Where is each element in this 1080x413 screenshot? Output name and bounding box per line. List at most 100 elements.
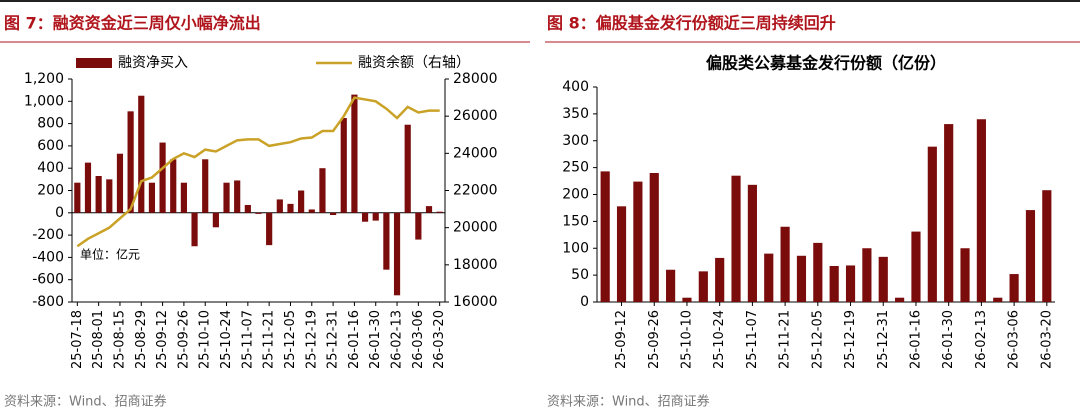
bar [298, 190, 305, 213]
bar [319, 168, 326, 213]
bar [276, 199, 283, 213]
bar [911, 231, 921, 302]
bar [202, 159, 209, 213]
y2-tick-label: 18000 [453, 257, 498, 273]
x-tick-label: 25-09-26 [176, 310, 191, 369]
y-tick-label: 800 [37, 116, 64, 132]
x-tick-label: 25-12-05 [810, 310, 825, 369]
bar [383, 212, 390, 270]
bar [436, 211, 443, 213]
bar [895, 297, 905, 302]
bar [845, 265, 856, 302]
x-tick-label: 25-12-31 [326, 310, 341, 369]
x-tick-label: 25-08-15 [112, 310, 127, 369]
bar [340, 118, 347, 213]
bar [308, 209, 315, 213]
bar [106, 179, 113, 213]
bar [698, 271, 708, 302]
legend-swatch [76, 58, 112, 68]
bar [223, 182, 230, 213]
bar [255, 212, 262, 214]
line [76, 96, 440, 248]
bar [404, 124, 411, 213]
bar [84, 162, 92, 213]
bar [127, 111, 134, 213]
bar [649, 173, 659, 302]
x-tick-label: 25-09-26 [647, 310, 662, 369]
bar [425, 206, 433, 213]
x-tick-label: 25-09-12 [614, 310, 629, 369]
bar [829, 265, 839, 302]
x-tick-label: 25-10-10 [679, 310, 694, 369]
y-tick-label: 50 [571, 267, 589, 283]
x-tick-label: 26-01-30 [941, 310, 956, 369]
bar [993, 297, 1003, 302]
y-tick-label: 100 [562, 240, 589, 256]
bar [266, 212, 273, 246]
bar [600, 171, 610, 302]
bar [116, 153, 124, 213]
bar [862, 248, 872, 302]
bar [944, 124, 954, 303]
x-tick-label: 25-08-29 [134, 310, 149, 369]
y-tick-label: -800 [32, 294, 64, 310]
y-tick-label: -600 [32, 272, 64, 288]
bar [415, 212, 422, 240]
bar [1025, 210, 1036, 302]
y-tick-label: 300 [562, 133, 589, 149]
bar [244, 204, 251, 213]
x-tick-label: 25-11-21 [778, 310, 793, 369]
y-tick-label: 1,000 [24, 93, 64, 109]
x-tick-label: 25-10-10 [198, 310, 213, 369]
bar [715, 257, 725, 302]
source: 资料来源：Wind、招商证券 [547, 394, 710, 410]
x-tick-label: 25-12-19 [304, 310, 319, 369]
y-tick-label: 200 [562, 187, 589, 203]
x-tick-label: 25-11-07 [745, 310, 760, 369]
source: 资料来源：Wind、招商证券 [4, 394, 167, 410]
y-tick-label: -200 [32, 227, 64, 243]
bar [191, 212, 198, 247]
heading: 图 7：融资资金近三周仅小幅净流出 [4, 14, 261, 33]
bar [212, 212, 219, 228]
bar [351, 94, 358, 213]
bar [731, 175, 741, 302]
bar [361, 212, 369, 222]
annotation: 单位：亿元 [80, 247, 140, 262]
bar [74, 182, 81, 213]
y-tick-label: 0 [55, 205, 64, 221]
bar [780, 226, 790, 302]
bar [682, 297, 692, 302]
heading: 图 8：偏股基金发行份额近三周持续回升 [547, 14, 836, 33]
x-tick-label: 26-03-06 [1007, 310, 1022, 369]
bar [976, 119, 986, 302]
x-tick-label: 26-02-13 [390, 310, 405, 369]
x-tick-label: 25-08-01 [91, 310, 106, 369]
y-tick-label: -400 [32, 249, 64, 265]
y2-tick-label: 26000 [453, 108, 498, 124]
x-tick-label: 26-02-13 [974, 310, 989, 369]
y2-tick-label: 20000 [453, 220, 498, 236]
bar [393, 212, 401, 296]
x-tick-label: 25-12-05 [283, 310, 298, 369]
bar [148, 182, 156, 213]
y-tick-label: 400 [37, 160, 64, 176]
x-tick-label: 25-12-31 [876, 310, 891, 369]
bar [1042, 190, 1052, 302]
y-tick-label: 250 [562, 160, 589, 176]
bar [159, 142, 166, 213]
bar [747, 184, 757, 302]
bar [234, 180, 241, 213]
x-tick-label: 25-07-18 [70, 310, 85, 369]
bar [633, 181, 643, 302]
legend-label: 融资净买入 [118, 55, 188, 71]
x-tick-label: 25-09-12 [155, 310, 170, 369]
bar [927, 146, 937, 302]
y-tick-label: 600 [37, 138, 64, 154]
bar [616, 206, 627, 302]
y-tick-label: 400 [562, 79, 589, 95]
y2-tick-label: 24000 [453, 145, 498, 161]
bar [372, 212, 379, 221]
x-tick-label: 25-12-19 [843, 310, 858, 369]
